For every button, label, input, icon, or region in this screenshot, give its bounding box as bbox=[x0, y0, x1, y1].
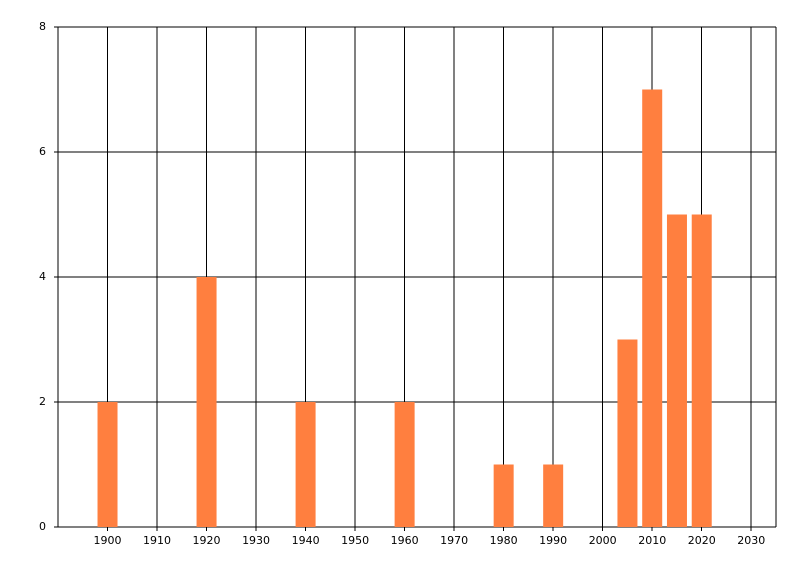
y-tick-label: 6 bbox=[39, 145, 46, 158]
bar bbox=[642, 89, 663, 527]
y-tick-label: 0 bbox=[39, 520, 46, 533]
bar bbox=[617, 339, 638, 527]
x-tick-label: 1930 bbox=[242, 534, 270, 547]
bar bbox=[97, 402, 118, 527]
x-tick-label: 2010 bbox=[638, 534, 666, 547]
bar bbox=[543, 464, 564, 527]
y-tick-label: 4 bbox=[39, 270, 46, 283]
x-tick-label: 1960 bbox=[391, 534, 419, 547]
y-tick-label: 8 bbox=[39, 20, 46, 33]
x-tick-label: 2020 bbox=[688, 534, 716, 547]
x-tick-label: 1940 bbox=[292, 534, 320, 547]
x-tick-label: 2000 bbox=[589, 534, 617, 547]
y-tick-label: 2 bbox=[39, 395, 46, 408]
x-tick-label: 2030 bbox=[737, 534, 765, 547]
x-tick-label: 1970 bbox=[440, 534, 468, 547]
bar bbox=[196, 277, 217, 527]
x-tick-label: 1950 bbox=[341, 534, 369, 547]
x-tick-label: 1910 bbox=[143, 534, 171, 547]
bar bbox=[394, 402, 415, 527]
bar bbox=[666, 214, 687, 527]
x-tick-label: 1900 bbox=[94, 534, 122, 547]
x-tick-label: 1980 bbox=[490, 534, 518, 547]
x-tick-label: 1920 bbox=[193, 534, 221, 547]
x-tick-label: 1990 bbox=[539, 534, 567, 547]
bar bbox=[295, 402, 316, 527]
bar bbox=[493, 464, 514, 527]
bar bbox=[691, 214, 712, 527]
